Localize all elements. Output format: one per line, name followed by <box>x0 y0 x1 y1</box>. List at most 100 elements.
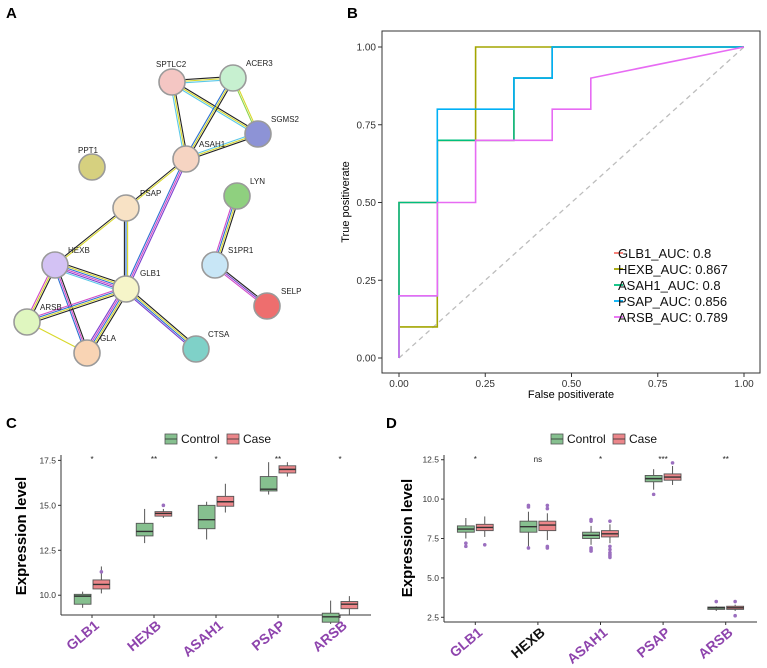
roc-reference-line <box>398 46 745 359</box>
box-y-tick-label: 17.5 <box>39 455 56 465</box>
network-edge-line <box>185 77 234 160</box>
network-node-label: S1PR1 <box>228 246 254 255</box>
network-node: ARSB <box>13 303 62 336</box>
network-edge-line <box>126 159 188 290</box>
box-y-tick-label: 2.5 <box>427 612 439 622</box>
network-node: PSAP <box>112 189 161 222</box>
network-node: LYN <box>223 177 265 210</box>
box-y-tick-label: 7.5 <box>427 534 439 544</box>
network-node-circle <box>13 308 41 336</box>
box-significance-label: *** <box>658 455 667 464</box>
box-outlier <box>608 519 612 523</box>
box-category-label: GLB1 <box>446 624 485 660</box>
control-box <box>644 469 663 497</box>
roc-legend-box <box>610 243 754 327</box>
network-edge-line <box>186 78 235 161</box>
box-category-label: PSAP <box>634 624 673 661</box>
control-box <box>321 600 340 624</box>
box-y-tick-label: 15.0 <box>39 500 56 510</box>
network-edge-line <box>52 265 87 354</box>
box-legend-label: Control <box>567 432 606 446</box>
box-legend-item: Control <box>164 432 220 446</box>
case-box <box>538 503 557 550</box>
box-outlier <box>608 555 612 560</box>
network-edge-line <box>126 287 197 349</box>
roc-legend-label: ASAH1_AUC: 0.8 <box>618 278 721 293</box>
box-body <box>73 593 92 605</box>
roc-x-axis-label: False positiverate <box>528 389 614 401</box>
box-outlier <box>589 549 593 553</box>
box-legend-label: Case <box>629 432 657 446</box>
roc-ticks: 0.00 0.25 0.50 0.75 1.00 0.00 0.25 0.50 0.75 1.00 <box>357 43 755 391</box>
boxc-y-axis-label: Expression level <box>13 477 30 595</box>
network-edge <box>124 286 198 352</box>
network-node-label: PSAP <box>140 189 161 198</box>
network-node-label: PPT1 <box>78 146 99 155</box>
network-node: HEXB <box>41 246 90 279</box>
box-significance-label: ** <box>275 455 281 464</box>
roc-y-tick-label: 1.00 <box>357 43 377 54</box>
roc-y-tick-label: 0.75 <box>357 120 377 131</box>
case-box <box>92 566 111 594</box>
box-outlier <box>545 506 550 511</box>
box-body <box>538 520 557 532</box>
box-category-label: HEXB <box>508 624 548 661</box>
box-outlier <box>545 544 550 549</box>
roc-x-tick-label: 0.75 <box>648 379 668 390</box>
box-y-tick-label: 10.0 <box>422 494 439 504</box>
box-outlier <box>714 599 719 604</box>
network-node-label: ARSB <box>40 303 62 312</box>
boxd-y-axis-label: Expression level <box>399 479 416 597</box>
control-box <box>135 508 154 544</box>
roc-lines <box>398 46 745 359</box>
network-node-label: GLA <box>100 334 117 343</box>
network-node-label: GLB1 <box>140 269 161 278</box>
box-legend-item: Case <box>226 432 271 446</box>
box-y-tick-label: 5.0 <box>427 573 439 583</box>
network-edge-line <box>26 286 126 321</box>
roc-chart: 0.00 0.25 0.50 0.75 1.00 0.00 0.25 0.50 0.75 1.00… <box>340 30 761 401</box>
network-node-circle <box>219 64 247 92</box>
control-box <box>519 503 538 550</box>
box-outlier <box>526 546 531 550</box>
box-outlier <box>608 547 612 552</box>
network-edge-line <box>124 290 195 352</box>
box-legend-label: Control <box>181 432 220 446</box>
panel-label-c: C <box>6 415 17 432</box>
network-node: GLB1 <box>112 269 161 303</box>
box-body <box>259 476 278 492</box>
network-edge <box>124 158 188 290</box>
panel-label-b: B <box>347 5 358 22</box>
box-outlier <box>526 505 531 509</box>
control-box <box>197 501 216 540</box>
box-category-label: GLB1 <box>63 617 102 653</box>
case-box <box>340 596 359 615</box>
network-edge-line <box>127 286 198 348</box>
network-node-label: LYN <box>250 177 265 186</box>
box-outlier <box>545 503 550 508</box>
roc-y-tick-label: 0.25 <box>357 276 377 287</box>
box-outlier <box>608 544 612 549</box>
box-outlier <box>161 503 166 508</box>
boxplot-c: Expression level Control Case 10.0 12.5 15.0… <box>13 432 371 660</box>
case-box <box>154 503 173 518</box>
roc-curve <box>398 46 745 358</box>
roc-y-tick-label: 0.50 <box>357 198 377 209</box>
network-node-circle <box>112 275 140 303</box>
network-edge-line <box>54 264 88 354</box>
network-node-circle <box>73 339 101 367</box>
control-box <box>582 517 600 553</box>
roc-x-tick-label: 0.00 <box>389 379 409 390</box>
network-edge <box>184 76 235 161</box>
roc-legend-label: ARSB_AUC: 0.789 <box>618 310 728 325</box>
box-outlier <box>464 544 468 549</box>
network-node-label: HEXB <box>68 246 90 255</box>
network-node-label: ASAH1 <box>199 140 226 149</box>
control-box <box>73 591 92 608</box>
roc-legend-label: GLB1_AUC: 0.8 <box>618 246 711 261</box>
box-y-tick-label: 12.5 <box>422 455 439 465</box>
network-node: S1PR1 <box>201 246 254 279</box>
network-edge-line <box>27 289 127 324</box>
